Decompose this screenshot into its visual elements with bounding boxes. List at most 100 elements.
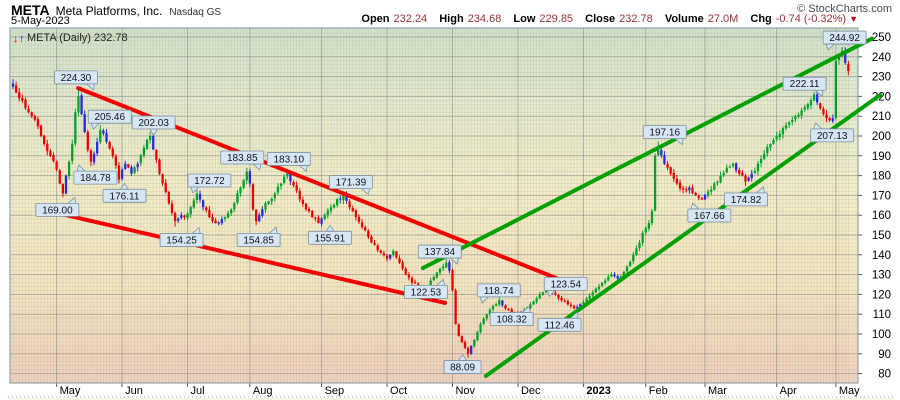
- svg-text:122.53: 122.53: [411, 287, 442, 298]
- chg-label: Chg: [750, 13, 772, 25]
- down-arrow-icon: ↓: [13, 33, 19, 45]
- y-axis-price-label: 110: [873, 309, 891, 321]
- price-callout: 155.91: [308, 224, 352, 245]
- quote-row: Open 232.24 High 234.68 Low 229.85 Close 232…: [361, 13, 858, 25]
- price-callout: 154.25: [159, 226, 204, 247]
- volume-label: Volume: [664, 13, 704, 25]
- x-axis-month-label: Apr: [780, 385, 797, 397]
- open-value: 232.24: [393, 13, 428, 25]
- price-callout: 112.46: [537, 311, 582, 332]
- y-axis-price-label: 150: [872, 230, 891, 242]
- high-value: 234.68: [467, 13, 502, 25]
- svg-text:244.92: 244.92: [829, 33, 860, 44]
- y-axis-price-label: 230: [872, 72, 891, 84]
- x-axis-month-label: Jun: [125, 385, 143, 397]
- y-axis-price-label: 90: [878, 349, 891, 361]
- x-axis-month-label: Mar: [708, 385, 727, 397]
- x-axis-month-label: Feb: [649, 385, 668, 397]
- price-callout: 154.85: [236, 226, 281, 247]
- y-axis-price-label: 100: [872, 329, 891, 341]
- low-value: 229.85: [539, 13, 574, 25]
- price-callout: 174.82: [724, 186, 768, 207]
- price-callout: 122.53: [404, 278, 448, 299]
- exchange-name: Nasdaq GS: [169, 7, 222, 18]
- price-callout: 108.32: [489, 305, 534, 326]
- y-axis-price-label: 210: [872, 111, 891, 123]
- svg-text:197.16: 197.16: [649, 128, 680, 139]
- x-axis-month-label: Jul: [191, 385, 205, 397]
- svg-text:207.13: 207.13: [817, 131, 848, 142]
- price-callout: 202.03: [131, 115, 176, 136]
- price-callout: 171.39: [329, 175, 373, 196]
- price-callout: 183.85: [220, 150, 265, 171]
- y-axis-price-label: 240: [872, 52, 891, 64]
- open-label: Open: [361, 13, 390, 25]
- price-callout: 184.78: [73, 164, 118, 185]
- price-callout: 197.16: [642, 125, 687, 146]
- y-axis-price-label: 180: [872, 171, 891, 183]
- price-callout: 244.92: [822, 30, 867, 51]
- svg-text:108.32: 108.32: [496, 315, 527, 326]
- svg-text:222.11: 222.11: [790, 79, 820, 90]
- price-callout: 137.84: [417, 244, 462, 265]
- price-callout: 207.13: [810, 122, 855, 143]
- price-callout: 88.09: [443, 353, 482, 374]
- svg-text:205.46: 205.46: [94, 112, 125, 123]
- y-axis-price-label: 220: [872, 91, 891, 103]
- price-callout: 167.66: [687, 202, 732, 223]
- x-axis-month-label: Sep: [325, 385, 345, 397]
- close-value: 232.78: [619, 13, 653, 25]
- chg-value: -0.74 (-0.32%): [775, 13, 847, 25]
- svg-text:155.91: 155.91: [315, 233, 346, 244]
- y-axis-price-label: 80: [878, 369, 891, 381]
- y-axis-price-label: 120: [872, 289, 891, 301]
- y-axis-price-label: 160: [872, 210, 891, 222]
- x-axis-month-label: Nov: [455, 385, 475, 397]
- y-axis-price-label: 190: [872, 151, 891, 163]
- price-callout: 123.54: [543, 276, 588, 298]
- up-arrow-icon: ↑: [19, 33, 25, 45]
- x-axis-month-label: 2023: [586, 385, 610, 397]
- y-axis-price-label: 170: [872, 190, 891, 202]
- svg-text:167.66: 167.66: [694, 211, 725, 222]
- price-callout: 118.74: [476, 283, 521, 304]
- price-callout: 172.72: [187, 173, 232, 194]
- copyright: © StockCharts.com: [797, 3, 892, 15]
- price-callout: 205.46: [87, 109, 132, 130]
- price-callout: 224.30: [54, 70, 98, 91]
- svg-text:137.84: 137.84: [424, 247, 455, 258]
- company-name: Meta Platforms, Inc.: [55, 4, 163, 18]
- svg-text:183.85: 183.85: [227, 153, 258, 164]
- x-axis-month-label: May: [839, 385, 860, 397]
- chart-title-label: META (Daily) 232.78: [27, 32, 128, 44]
- svg-text:172.72: 172.72: [194, 176, 225, 187]
- svg-text:123.54: 123.54: [550, 279, 581, 290]
- svg-text:88.09: 88.09: [450, 363, 475, 374]
- svg-text:169.00: 169.00: [42, 205, 73, 216]
- y-axis-price-label: 250: [872, 32, 891, 44]
- svg-text:174.82: 174.82: [731, 195, 762, 206]
- down-triangle-icon: ▼: [849, 14, 858, 24]
- svg-text:118.74: 118.74: [484, 286, 514, 297]
- high-label: High: [439, 13, 464, 25]
- svg-text:202.03: 202.03: [138, 118, 169, 129]
- x-axis-month-label: Oct: [390, 385, 407, 397]
- volume-value: 27.0M: [707, 13, 739, 25]
- price-callout: 222.11: [782, 76, 827, 97]
- x-axis-month-label: Aug: [253, 385, 273, 397]
- axes: May Jun Jul Aug Sep Oct Nov Dec 2023 Feb Mar Apr May…: [8, 27, 894, 400]
- svg-text:171.39: 171.39: [336, 178, 367, 189]
- chart-date: 5-May-2023: [11, 15, 70, 27]
- svg-text:184.78: 184.78: [80, 173, 111, 184]
- svg-text:112.46: 112.46: [545, 320, 575, 331]
- x-axis-month-label: May: [60, 385, 81, 397]
- trendline-resistance-lower: [54, 211, 448, 305]
- svg-text:154.85: 154.85: [243, 235, 274, 246]
- close-label: Close: [585, 13, 616, 25]
- chart-label: ↓ ↑ META (Daily) 232.78: [13, 32, 128, 45]
- ticker-symbol: META: [11, 2, 50, 18]
- svg-text:176.11: 176.11: [110, 191, 140, 202]
- svg-text:224.30: 224.30: [61, 73, 92, 84]
